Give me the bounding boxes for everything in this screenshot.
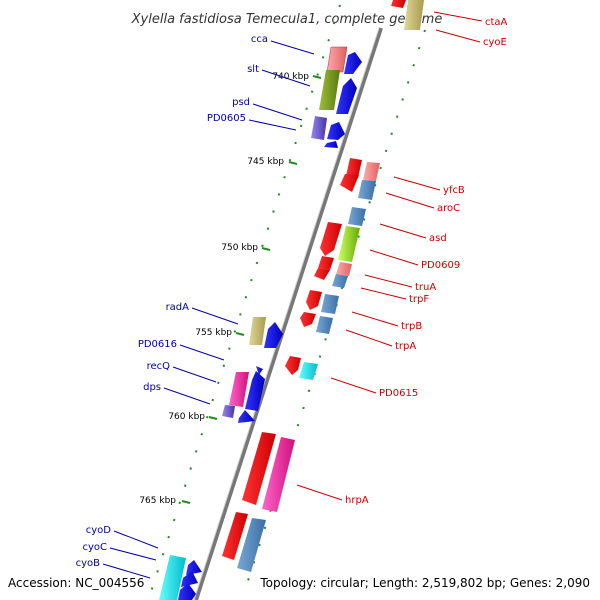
- gene-feature-asd-a[interactable]: [348, 207, 366, 226]
- gene-feature-cca-a[interactable]: [326, 46, 348, 73]
- gene-feature-PD0609-c[interactable]: [314, 268, 330, 280]
- gene-label-psd[interactable]: psd: [232, 97, 250, 108]
- gene-feature-cyoB-a[interactable]: [159, 555, 186, 600]
- topology-summary: Topology: circular; Length: 2,519,802 bp…: [259, 576, 590, 590]
- tick-label: 760 kbp: [168, 412, 205, 422]
- gene-feature-radA-a[interactable]: [249, 317, 266, 345]
- gene-feature-trpB[interactable]: [300, 312, 316, 327]
- gene-feature-truA-b[interactable]: [332, 274, 348, 288]
- gene-feature-radA-b[interactable]: [264, 322, 283, 348]
- gene-feature-hrpA-c[interactable]: [222, 512, 248, 560]
- map-title: Xylella fastidiosa Temecula1, complete g…: [131, 12, 443, 27]
- gene-label-yfcB[interactable]: yfcB: [443, 185, 465, 196]
- gene-feature-hrpA-d[interactable]: [237, 518, 266, 572]
- gene-feature-PD0609-b[interactable]: [318, 256, 334, 270]
- gene-feature-hrpA-a[interactable]: [242, 432, 276, 505]
- gene-label-truA[interactable]: truA: [415, 282, 436, 293]
- right-leader-lines: [296, 11, 483, 501]
- gene-feature-PD0615-a[interactable]: [285, 356, 301, 375]
- gene-feature-trpF-a[interactable]: [306, 290, 322, 310]
- gene-feature-aroC-a[interactable]: [363, 162, 380, 181]
- gene-feature-yfcB-b[interactable]: [340, 174, 359, 192]
- gene-feature-cyoC[interactable]: [186, 560, 202, 575]
- gene-feature-PD0609-a[interactable]: [320, 222, 342, 256]
- tick-label: 740 kbp: [272, 72, 309, 82]
- gene-label-slt[interactable]: slt: [247, 64, 259, 75]
- gene-feature-cyoE[interactable]: [404, 0, 424, 30]
- gene-label-asd[interactable]: asd: [429, 233, 447, 244]
- tick-label: 750 kbp: [221, 243, 258, 253]
- gene-feature-yfcB-a[interactable]: [346, 158, 362, 178]
- gene-label-trpA[interactable]: trpA: [395, 341, 416, 352]
- gene-feature-cyoD[interactable]: [181, 571, 198, 587]
- accession-text: Accession: NC_004556: [8, 576, 144, 590]
- gene-feature-trpA[interactable]: [316, 316, 333, 334]
- gene-feature-recQ-b[interactable]: [256, 366, 263, 375]
- gene-label-radA[interactable]: radA: [166, 302, 190, 313]
- gene-feature-recQ-a[interactable]: [245, 371, 265, 411]
- gene-label-cca[interactable]: cca: [251, 34, 268, 45]
- gene-label-cyoB[interactable]: cyoB: [76, 558, 101, 569]
- gene-feature-psd[interactable]: [311, 116, 327, 140]
- tick-label: 765 kbp: [139, 496, 176, 506]
- gene-label-hrpA[interactable]: hrpA: [345, 495, 369, 506]
- gene-feature-truA-a[interactable]: [336, 262, 352, 276]
- gene-label-PD0605[interactable]: PD0605: [207, 113, 246, 124]
- gene-label-cyoD[interactable]: cyoD: [86, 525, 112, 536]
- gene-label-ctaA[interactable]: ctaA: [485, 17, 508, 28]
- gene-feature-PD0615-b[interactable]: [299, 362, 318, 380]
- gene-label-recQ[interactable]: recQ: [147, 361, 171, 372]
- tick-mark: [208, 416, 218, 420]
- gene-feature-cca-b[interactable]: [344, 52, 362, 74]
- gene-label-PD0609[interactable]: PD0609: [421, 260, 460, 271]
- gene-label-PD0616[interactable]: PD0616: [138, 339, 177, 350]
- tick-mark: [235, 332, 245, 336]
- tick-label: 745 kbp: [247, 157, 284, 167]
- gene-feature-slt-b[interactable]: [336, 78, 357, 114]
- genome-backbone: [194, 27, 383, 600]
- gene-feature-trpF-b[interactable]: [321, 294, 339, 314]
- tick-mark: [312, 75, 322, 79]
- gene-feature-dps-b[interactable]: [238, 410, 255, 423]
- gene-feature-PD0605-b[interactable]: [324, 141, 338, 148]
- gene-feature-ctaA[interactable]: [391, 0, 406, 8]
- gene-feature-PD0616[interactable]: [229, 372, 249, 407]
- gene-feature-cyoB-b[interactable]: [178, 583, 196, 600]
- left-leader-lines: [102, 40, 315, 579]
- gene-feature-PD0605-a[interactable]: [327, 122, 345, 140]
- gene-feature-hrpA-b[interactable]: [262, 437, 295, 512]
- tick-mark: [261, 247, 271, 251]
- gene-label-dps[interactable]: dps: [143, 382, 161, 393]
- gene-label-cyoE[interactable]: cyoE: [483, 37, 507, 48]
- gene-feature-asd-b[interactable]: [338, 226, 360, 262]
- gene-feature-dps-a[interactable]: [222, 405, 235, 418]
- tick-mark: [288, 161, 298, 165]
- gene-feature-slt-a[interactable]: [319, 70, 340, 110]
- gene-label-trpF[interactable]: trpF: [409, 294, 429, 305]
- genome-backbone-highlight: [193, 27, 380, 600]
- gene-feature-aroC-b[interactable]: [358, 180, 376, 200]
- gene-label-PD0615[interactable]: PD0615: [379, 388, 418, 399]
- gene-label-aroC[interactable]: aroC: [437, 203, 460, 214]
- tick-label: 755 kbp: [195, 328, 232, 338]
- tick-mark: [181, 500, 191, 504]
- gene-label-cyoC[interactable]: cyoC: [82, 542, 107, 553]
- gene-label-trpB[interactable]: trpB: [401, 321, 422, 332]
